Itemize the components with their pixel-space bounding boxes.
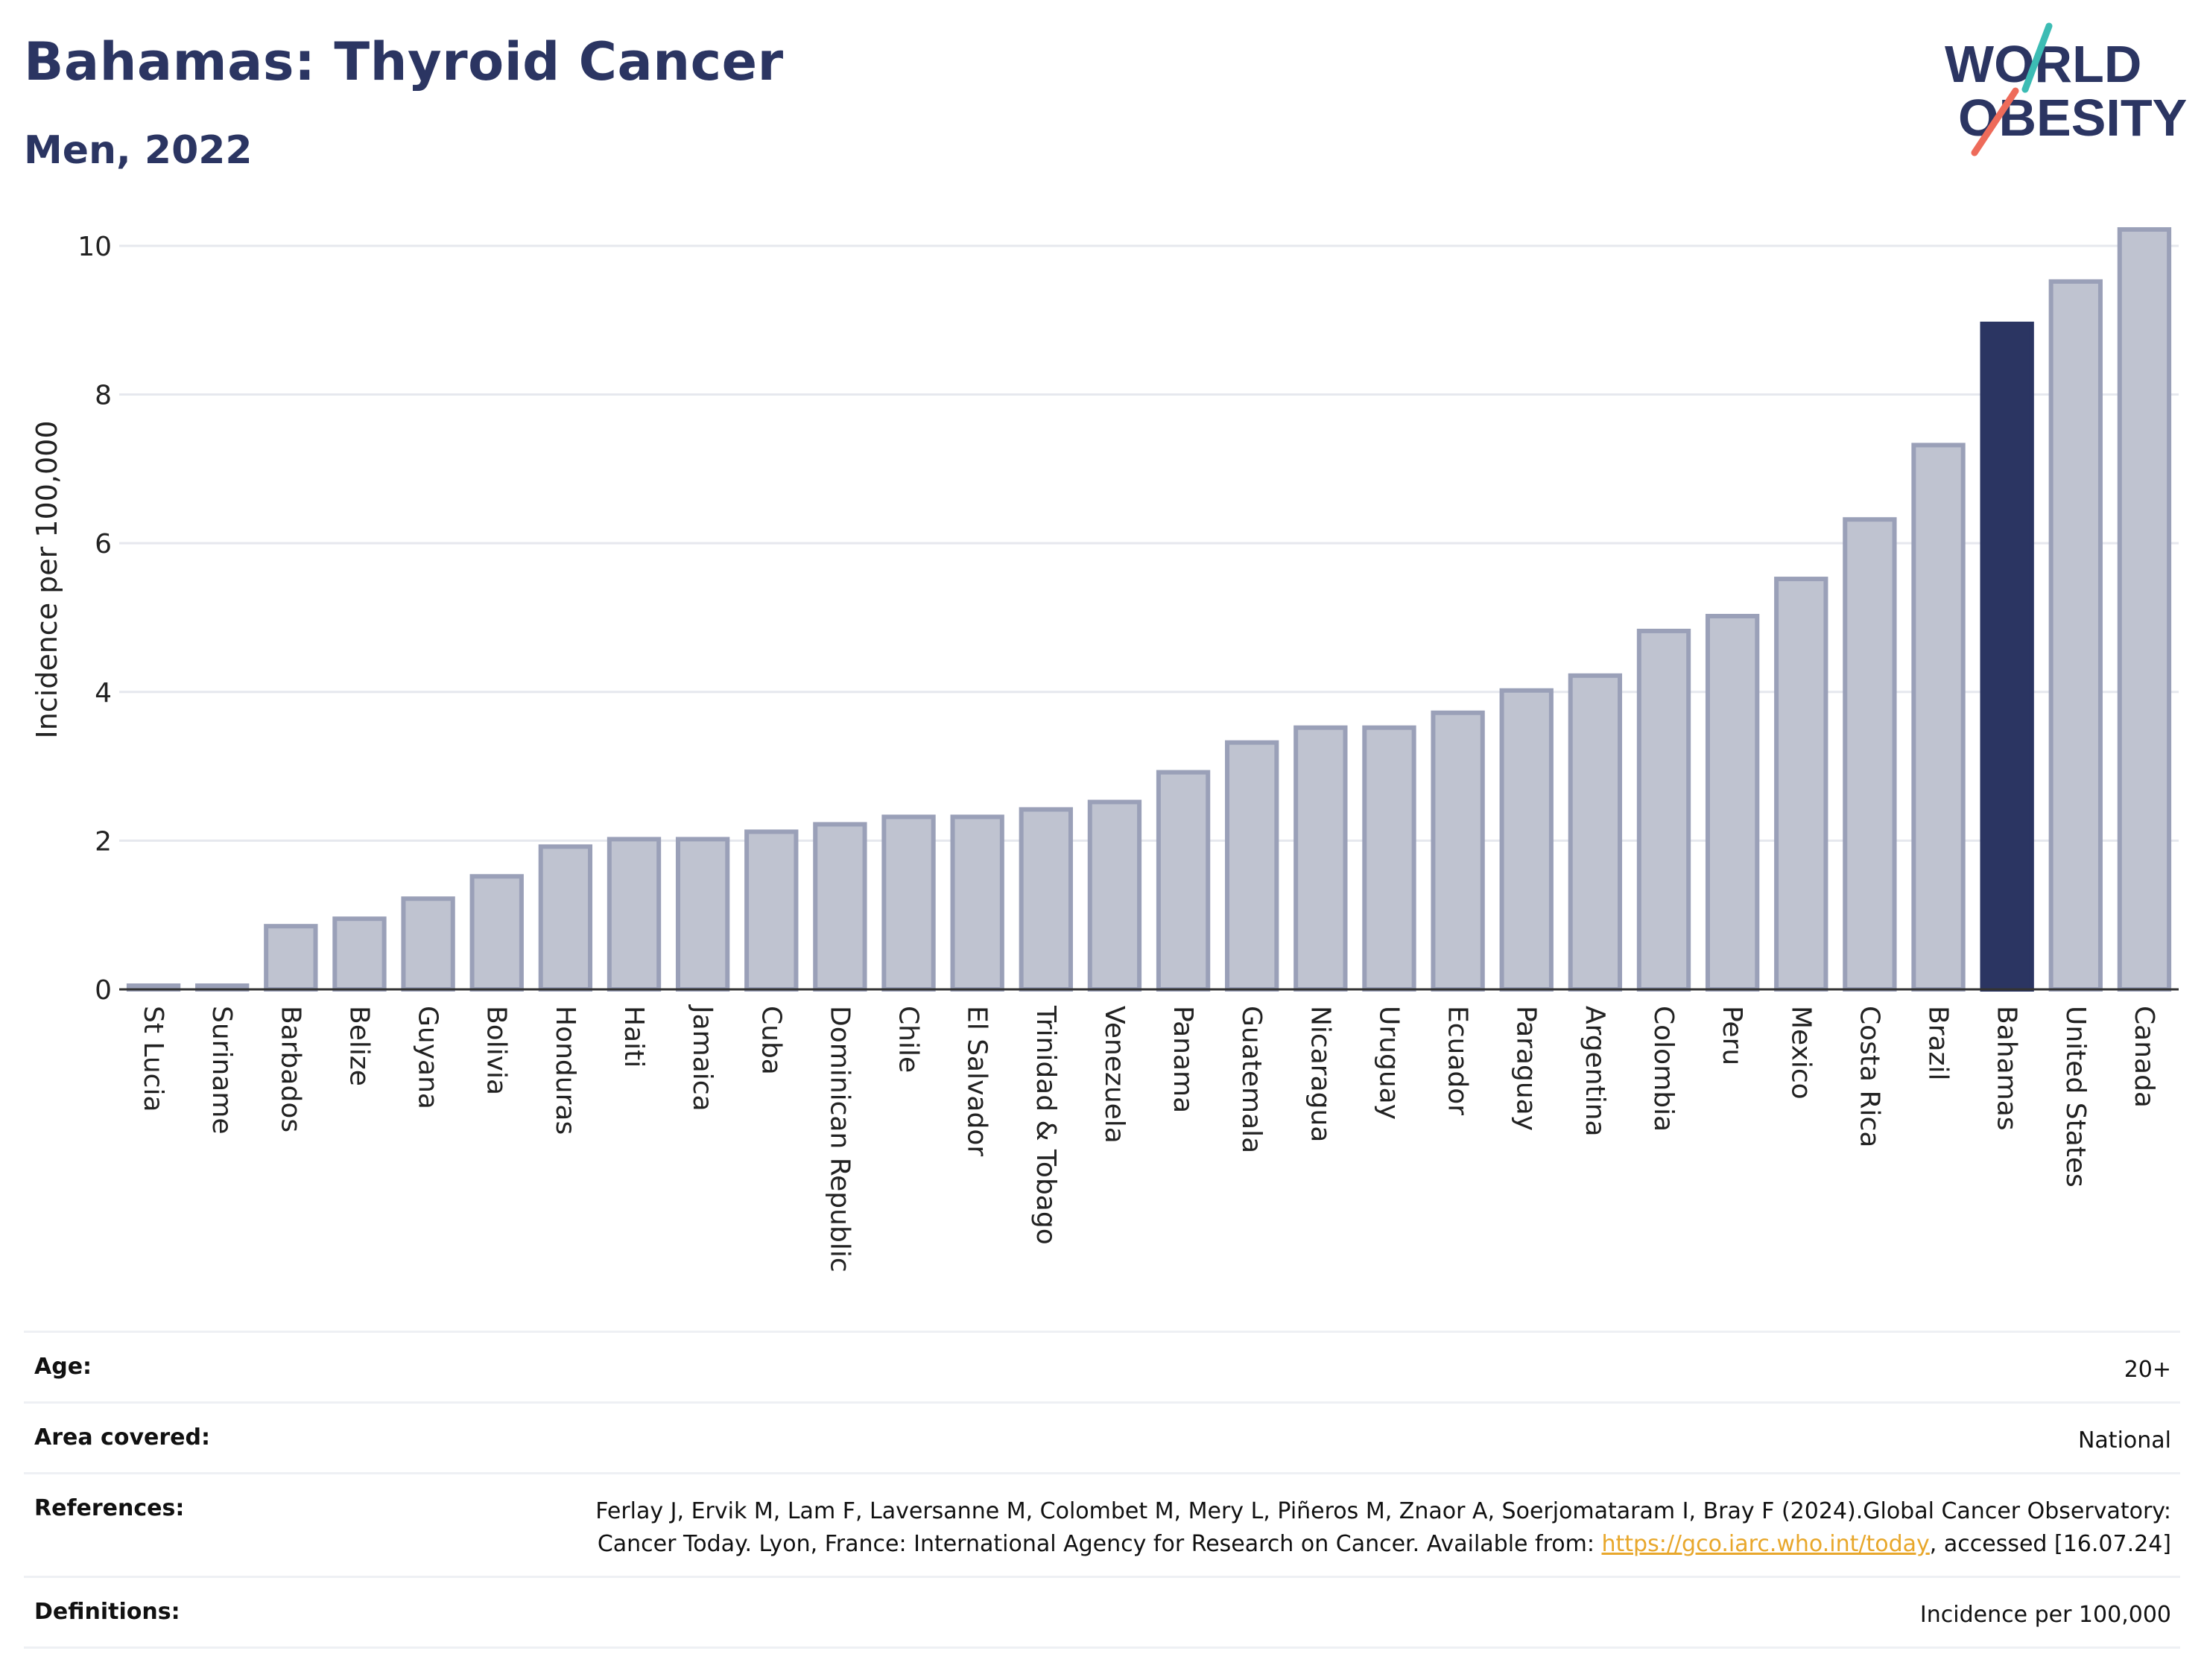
x-tick-label: Jamaica <box>687 1004 718 1112</box>
x-tick-label: Dominican Republic <box>824 1006 855 1272</box>
bar-canada <box>2117 226 2172 992</box>
references-value: Ferlay J, Ervik M, Lam F, Laversanne M, … <box>562 1495 2171 1561</box>
y-tick-label: 2 <box>95 826 112 857</box>
x-tick-label: Canada <box>2129 1006 2159 1108</box>
x-tick-label: Haiti <box>618 1006 649 1068</box>
bar-nicaragua <box>1293 725 1348 992</box>
x-tick-label: Chile <box>893 1006 924 1073</box>
x-tick-label: Venezuela <box>1099 1006 1130 1144</box>
bar-guatemala <box>1225 740 1279 992</box>
y-tick-label: 8 <box>95 381 112 411</box>
meta-row-definitions: Definitions: Incidence per 100,000 <box>24 1576 2180 1649</box>
x-tick-label: St Lucia <box>138 1006 168 1112</box>
x-tick-label: Uruguay <box>1373 1006 1404 1120</box>
x-tick-label: Nicaragua <box>1305 1006 1335 1142</box>
references-link[interactable]: https://gco.iarc.who.int/today <box>1601 1531 1930 1557</box>
definitions-value: Incidence per 100,000 <box>1919 1602 2171 1628</box>
references-accessed: , accessed [16.07.24] <box>1929 1531 2171 1557</box>
x-tick-label: Brazil <box>1923 1006 1954 1080</box>
x-tick-label: Panama <box>1168 1006 1198 1113</box>
x-tick-label: Belize <box>343 1006 374 1086</box>
y-tick-label: 10 <box>77 232 112 262</box>
chart-subtitle: Men, 2022 <box>24 128 253 173</box>
bar-belize <box>332 916 387 992</box>
bar-united-states <box>2048 279 2103 992</box>
bar-uruguay <box>1362 725 1416 992</box>
bar-guyana <box>401 896 455 992</box>
x-tick-label: Suriname <box>206 1006 237 1135</box>
area-value: National <box>2077 1427 2171 1454</box>
logo-slash-teal <box>2021 22 2053 93</box>
references-label: References: <box>34 1495 185 1521</box>
x-tick-label: Cuba <box>756 1006 786 1075</box>
meta-row-age: Age: 20+ <box>24 1331 2180 1401</box>
bar-barbados <box>264 924 318 992</box>
gridlines <box>119 244 2179 842</box>
x-tick-label: Guyana <box>413 1006 443 1109</box>
x-tick-label: Bahamas <box>1992 1006 2022 1131</box>
x-tick-label: Paraguay <box>1511 1006 1542 1131</box>
x-tick-label: Trinidad & Tobago <box>1030 1005 1061 1245</box>
bar-argentina <box>1568 673 1623 992</box>
bar-dominican-republic <box>813 822 867 992</box>
bar-chile <box>881 814 936 992</box>
meta-row-area: Area covered: National <box>24 1401 2180 1472</box>
x-tick-label: Costa Rica <box>1854 1006 1884 1147</box>
bar-haiti <box>607 837 662 992</box>
x-tick-label: Ecuador <box>1443 1006 1473 1115</box>
bar-chart: 0 2 4 6 8 10 St Lucia Suriname Barbados Belize Guy… <box>31 226 2179 1272</box>
bar-mexico <box>1774 577 1828 992</box>
x-tick-label: Mexico <box>1785 1006 1816 1100</box>
x-tick-label: Argentina <box>1580 1006 1610 1137</box>
x-tick-label: Peru <box>1717 1006 1747 1065</box>
y-axis-label: Incidence per 100,000 <box>31 420 63 738</box>
bar-costa-rica <box>1843 517 1897 992</box>
bars <box>126 226 2172 992</box>
area-label: Area covered: <box>34 1424 210 1451</box>
bar-jamaica <box>675 837 730 992</box>
x-tick-label: Guatemala <box>1236 1006 1267 1153</box>
bar-colombia <box>1636 628 1691 992</box>
references-text: Ferlay J, Ervik M, Lam F, Laversanne M, … <box>595 1498 2171 1557</box>
chart-title: Bahamas: Thyroid Cancer <box>24 31 784 92</box>
x-tick-label: Bolivia <box>481 1006 512 1095</box>
bar-panama <box>1156 770 1211 992</box>
axes: 0 2 4 6 8 10 St Lucia Suriname Barbados Belize Guy… <box>77 232 2179 1272</box>
x-tick-label: Colombia <box>1648 1006 1679 1132</box>
definitions-label: Definitions: <box>34 1599 180 1625</box>
bar-venezuela <box>1087 799 1142 992</box>
bar-bahamas <box>1980 321 2034 992</box>
x-tick-label: El Salvador <box>962 1006 992 1156</box>
y-tick-label: 4 <box>95 678 112 709</box>
bar-paraguay <box>1499 688 1554 992</box>
x-tick-label: Barbados <box>275 1006 305 1132</box>
age-label: Age: <box>34 1354 92 1380</box>
metadata-table: Age: 20+ Area covered: National Referenc… <box>24 1331 2180 1649</box>
logo-slash-coral <box>1971 87 2019 156</box>
x-tick-label: Honduras <box>550 1006 580 1135</box>
bar-honduras <box>538 844 593 992</box>
bar-brazil <box>1911 443 1966 992</box>
bar-el-salvador <box>950 814 1004 992</box>
bar-cuba <box>744 829 799 992</box>
x-tick-label: United States <box>2060 1006 2091 1188</box>
bar-peru <box>1705 613 1760 992</box>
y-tick-label: 6 <box>95 529 112 560</box>
bar-trinidad-tobago <box>1019 807 1073 992</box>
meta-row-references: References: Ferlay J, Ervik M, Lam F, La… <box>24 1472 2180 1576</box>
y-tick-label: 0 <box>95 975 112 1006</box>
bar-ecuador <box>1431 710 1485 992</box>
age-value: 20+ <box>2124 1357 2171 1383</box>
bar-bolivia <box>469 874 524 992</box>
world-obesity-logo: WORLD OBESITY <box>1945 22 2187 156</box>
